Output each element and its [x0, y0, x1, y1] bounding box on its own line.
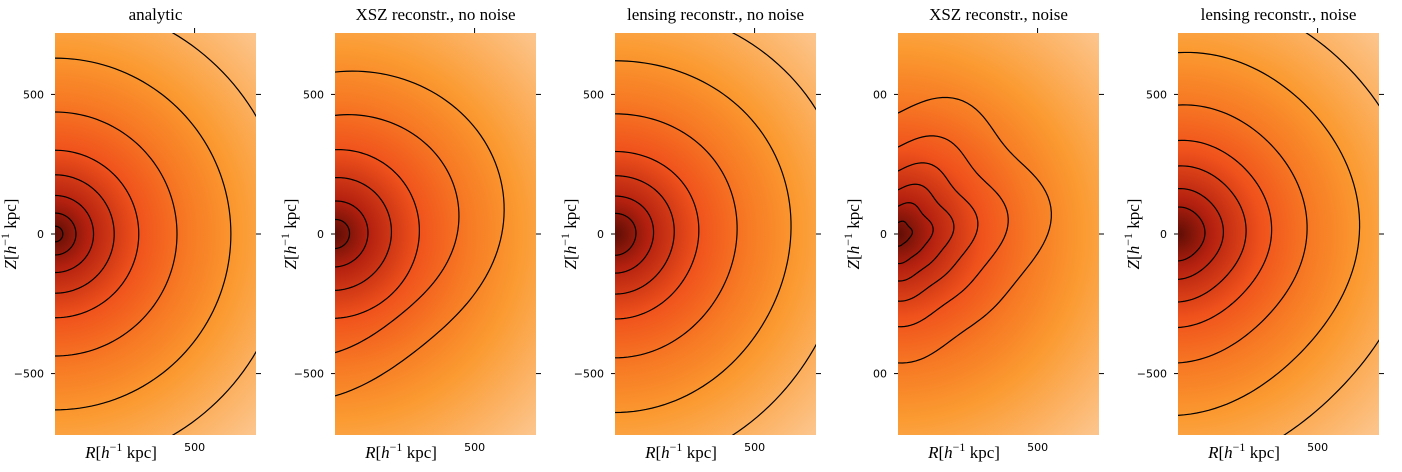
heatmap-field [1178, 33, 1379, 435]
y-tick-label: 0 [317, 228, 324, 241]
contour-line [55, 57, 232, 411]
x-axis-label: R[h−1 kpc] [364, 440, 437, 462]
contour-line [1178, 104, 1308, 364]
contour-line [335, 70, 505, 397]
contour-line [1178, 139, 1273, 329]
x-axis-label: R[h−1 kpc] [927, 440, 1000, 462]
y-tick-label: 0 [597, 228, 604, 241]
y-tick-label: 500 [23, 88, 44, 101]
contour-line [55, 225, 64, 243]
y-axis-label: Z[h−1 kpc] [1121, 199, 1143, 270]
contour-line [335, 176, 393, 291]
contour-line [615, 212, 637, 256]
x-tick-label: 500 [464, 441, 485, 454]
contour-line [335, 200, 369, 268]
contour-line [55, 111, 178, 357]
x-tick-label: 500 [184, 441, 205, 454]
panel-1: analytic 500 0 −500 500 R[h−1 kpc] Z[h−1 kpc] [0, 5, 261, 462]
x-tick-label: 500 [1027, 441, 1048, 454]
y-axis-label: Z[h−1 kpc] [0, 199, 20, 270]
contour-line [898, 183, 955, 282]
y-axis-label: Z[h−1 kpc] [278, 199, 300, 270]
contour-line [55, 212, 77, 256]
contour-line [335, 114, 460, 354]
heatmap-field [55, 33, 256, 435]
contour-line [1283, 33, 1379, 435]
panel-title: XSZ reconstr., noise [929, 5, 1068, 24]
contour-line [55, 174, 115, 294]
contour-line [898, 202, 934, 265]
y-tick-label: −500 [574, 368, 604, 381]
contour-line [55, 194, 95, 274]
y-axis-label: Z[h−1 kpc] [841, 199, 863, 270]
y-tick-label: 500 [1146, 88, 1167, 101]
y-tick-label: −500 [1137, 368, 1167, 381]
panel-title: analytic [129, 5, 183, 24]
contour-line [615, 195, 655, 274]
contour-line [1178, 206, 1206, 262]
panel-title: XSZ reconstr., no noise [355, 5, 515, 24]
y-tick-label: 0 [37, 228, 44, 241]
y-tick-label: 00 [873, 368, 887, 381]
contour-line [335, 149, 420, 319]
contour-line [1178, 165, 1247, 303]
y-tick-label: 0 [880, 228, 887, 241]
contour-line [615, 60, 792, 414]
contour-line [898, 135, 1009, 328]
y-tick-label: 500 [583, 88, 604, 101]
contour-line [615, 113, 738, 359]
x-tick-label: 500 [744, 441, 765, 454]
contour-line [615, 175, 675, 295]
contour-line [898, 96, 1052, 364]
y-tick-label: −500 [294, 368, 324, 381]
contour-line [898, 162, 979, 302]
contour-line [898, 220, 913, 247]
heatmap-field [898, 33, 1099, 435]
contour-line [1178, 51, 1361, 416]
y-tick-label: −500 [14, 368, 44, 381]
contour-line [615, 150, 700, 320]
y-axis-label: Z[h−1 kpc] [558, 199, 580, 270]
contour-line [335, 218, 351, 250]
x-axis-label: R[h−1 kpc] [1207, 440, 1280, 462]
y-tick-label: 0 [1160, 228, 1167, 241]
panel-3: lensing reconstr., no noise 500 0 −500 500 R[… [558, 5, 821, 462]
panel-5: lensing reconstr., noise 500 0 −500 500 R[h−1… [1121, 5, 1384, 462]
x-axis-label: R[h−1 kpc] [84, 440, 157, 462]
panel-2: XSZ reconstr., no noise 500 0 −500 500 R[h−1 … [278, 5, 541, 462]
heatmap-field [615, 33, 816, 435]
y-tick-label: 500 [303, 88, 324, 101]
y-tick-label: 00 [873, 88, 887, 101]
x-tick-label: 500 [1307, 441, 1328, 454]
panel-title: lensing reconstr., no noise [627, 5, 804, 24]
contour-line [55, 149, 140, 319]
contour-line [1178, 187, 1225, 280]
panel-title: lensing reconstr., noise [1201, 5, 1357, 24]
x-axis-label: R[h−1 kpc] [644, 440, 717, 462]
